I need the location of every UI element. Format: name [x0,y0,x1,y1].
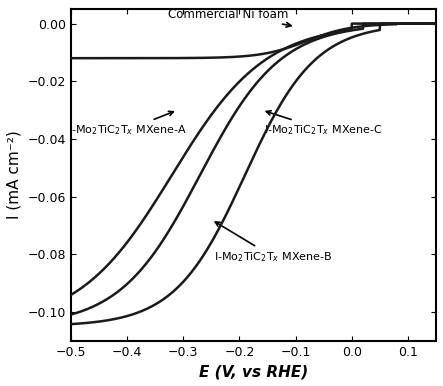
X-axis label: E (V, vs RHE): E (V, vs RHE) [199,364,308,379]
Text: I-Mo$_2$TiC$_2$T$_x$ MXene-B: I-Mo$_2$TiC$_2$T$_x$ MXene-B [214,222,332,264]
Text: I-Mo$_2$TiC$_2$T$_x$ MXene-A: I-Mo$_2$TiC$_2$T$_x$ MXene-A [68,111,187,137]
Text: I-Mo$_2$TiC$_2$T$_x$ MXene-C: I-Mo$_2$TiC$_2$T$_x$ MXene-C [264,111,383,137]
Text: Commercial Ni foam: Commercial Ni foam [168,8,291,27]
Y-axis label: I (mA cm⁻²): I (mA cm⁻²) [7,130,22,219]
